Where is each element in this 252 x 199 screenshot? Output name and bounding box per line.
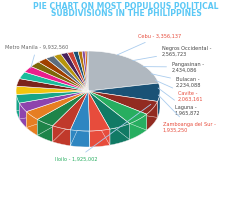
Polygon shape: [52, 126, 70, 146]
Polygon shape: [53, 54, 88, 91]
Polygon shape: [37, 91, 88, 135]
Text: PIE CHART ON MOST POPULOUS POLITICAL: PIE CHART ON MOST POPULOUS POLITICAL: [33, 2, 218, 11]
Text: Bulacan -
2,234,088: Bulacan - 2,234,088: [150, 74, 201, 87]
Polygon shape: [16, 91, 88, 110]
Text: Negros Occidental -
2,565,723: Negros Occidental - 2,565,723: [132, 46, 210, 60]
Text: Cavite -
2,063,161: Cavite - 2,063,161: [155, 80, 203, 101]
Polygon shape: [38, 59, 88, 91]
Polygon shape: [109, 124, 129, 145]
Polygon shape: [157, 91, 159, 117]
Polygon shape: [52, 91, 88, 142]
Polygon shape: [129, 114, 146, 140]
Polygon shape: [19, 91, 88, 119]
Polygon shape: [78, 51, 88, 91]
Polygon shape: [67, 52, 88, 91]
Polygon shape: [16, 91, 88, 110]
Polygon shape: [37, 119, 52, 142]
Polygon shape: [70, 91, 88, 146]
Polygon shape: [70, 91, 88, 146]
Text: Iloilo - 1,925,002: Iloilo - 1,925,002: [55, 104, 150, 162]
Polygon shape: [26, 91, 88, 119]
Text: Pangasinan -
2,434,086: Pangasinan - 2,434,086: [143, 62, 203, 72]
Polygon shape: [19, 91, 88, 112]
Polygon shape: [88, 91, 129, 129]
Polygon shape: [88, 91, 146, 130]
Polygon shape: [88, 91, 89, 147]
Polygon shape: [19, 91, 88, 119]
Polygon shape: [16, 86, 88, 95]
Polygon shape: [26, 91, 88, 128]
Polygon shape: [87, 51, 88, 91]
Polygon shape: [88, 91, 157, 114]
Polygon shape: [24, 66, 88, 91]
Polygon shape: [146, 101, 157, 130]
Polygon shape: [37, 91, 88, 135]
Polygon shape: [88, 91, 109, 145]
Polygon shape: [88, 91, 157, 117]
Polygon shape: [70, 130, 89, 147]
Polygon shape: [88, 91, 157, 117]
Polygon shape: [82, 51, 88, 91]
Polygon shape: [37, 91, 88, 126]
Polygon shape: [19, 72, 88, 91]
Polygon shape: [26, 91, 88, 128]
Polygon shape: [26, 112, 37, 135]
Polygon shape: [16, 91, 88, 103]
Polygon shape: [19, 103, 26, 128]
Polygon shape: [88, 83, 159, 101]
Polygon shape: [85, 51, 88, 91]
Polygon shape: [88, 91, 109, 145]
Ellipse shape: [16, 67, 159, 147]
Polygon shape: [52, 91, 88, 142]
Polygon shape: [88, 91, 129, 140]
Polygon shape: [88, 91, 146, 124]
Text: Zamboanga del Sur -
1,935,250: Zamboanga del Sur - 1,935,250: [158, 95, 215, 132]
Polygon shape: [88, 91, 146, 130]
Polygon shape: [46, 56, 88, 91]
Text: Laguna -
1,965,872: Laguna - 1,965,872: [158, 88, 200, 115]
Polygon shape: [88, 91, 109, 131]
Polygon shape: [31, 62, 88, 91]
Polygon shape: [88, 91, 129, 140]
Polygon shape: [61, 53, 88, 91]
Polygon shape: [73, 51, 88, 91]
Polygon shape: [52, 91, 88, 130]
Text: Metro Manila - 9,932,560: Metro Manila - 9,932,560: [5, 45, 68, 68]
Text: Cebu - 3,356,137: Cebu - 3,356,137: [117, 33, 180, 55]
Polygon shape: [16, 95, 19, 119]
Polygon shape: [88, 51, 158, 91]
Polygon shape: [89, 129, 109, 147]
Polygon shape: [88, 91, 89, 147]
Polygon shape: [16, 79, 88, 91]
Polygon shape: [70, 91, 89, 131]
Text: SUBDIVISIONS IN THE PHILIPPINES: SUBDIVISIONS IN THE PHILIPPINES: [50, 9, 201, 18]
